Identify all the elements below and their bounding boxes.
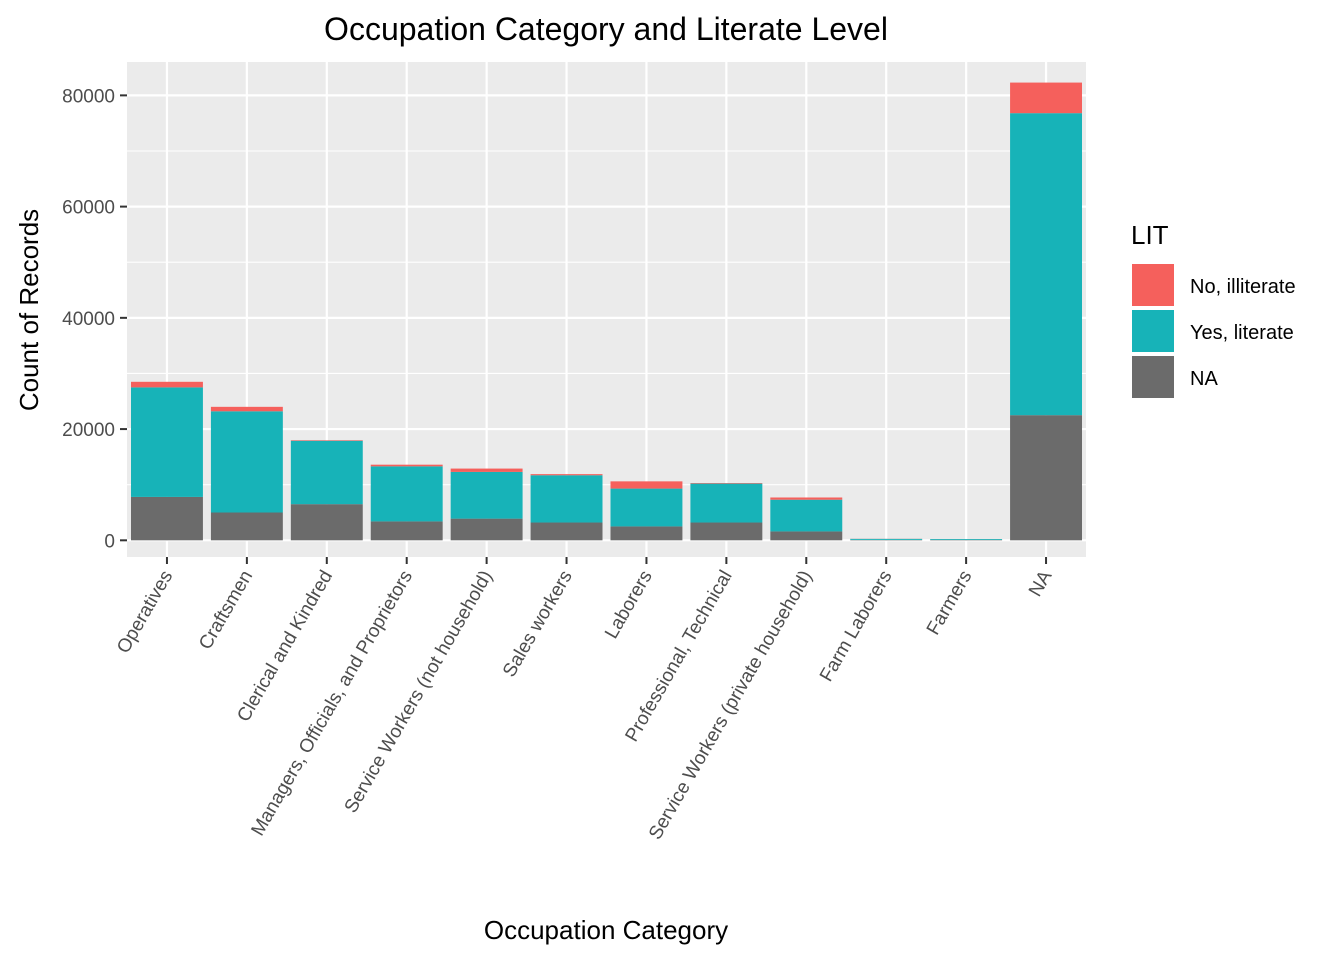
x-tick-label: Craftsmen: [195, 567, 257, 653]
bar-segment: [450, 518, 523, 541]
bar-segment: [210, 512, 283, 541]
legend-key: [1130, 262, 1176, 308]
chart-title: Occupation Category and Literate Level: [324, 11, 888, 47]
bar-segment: [210, 411, 283, 513]
bar-segment: [610, 488, 683, 527]
bar-segment: [850, 538, 923, 540]
bar-segment: [1010, 82, 1083, 114]
bar-segment: [530, 475, 603, 523]
bar-segment: [690, 483, 763, 484]
x-tick-label: Sales workers: [499, 567, 577, 681]
x-tick-label: Managers, Officials, and Proprietors: [247, 567, 417, 840]
legend-label: No, illiterate: [1190, 276, 1296, 298]
bar-segment: [370, 521, 443, 541]
x-tick-label: Service Workers (private household): [645, 567, 817, 843]
x-tick-label: Farm Laborers: [816, 567, 896, 685]
bar-segment: [370, 464, 443, 467]
x-axis-title: Occupation Category: [484, 915, 728, 945]
x-tick-label: Operatives: [113, 567, 177, 657]
x-tick-label: Service Workers (not household): [341, 567, 497, 817]
bar-segment: [530, 522, 603, 541]
bar-segment: [290, 440, 363, 441]
bar-segment: [770, 497, 843, 500]
bar-segment: [450, 468, 523, 472]
bar-segment: [610, 526, 683, 541]
bar-segment: [370, 466, 443, 522]
bar-segment: [770, 531, 843, 541]
y-tick-label: 40000: [62, 309, 115, 330]
y-tick-label: 60000: [62, 198, 115, 219]
bar-segment: [290, 504, 363, 541]
bar-segment: [290, 440, 363, 505]
x-tick-label: Farmers: [923, 567, 977, 639]
bar-segment: [130, 496, 203, 541]
y-axis-title: Count of Records: [14, 209, 44, 411]
y-tick-label: 0: [104, 531, 115, 552]
bar-segment: [690, 522, 763, 541]
bar-segment: [610, 481, 683, 489]
legend-label: NA: [1190, 368, 1218, 390]
y-tick-label: 80000: [62, 86, 115, 107]
bar-segment: [210, 406, 283, 412]
bar-segment: [130, 381, 203, 388]
legend-label: Yes, literate: [1190, 322, 1294, 344]
legend-key: [1130, 354, 1176, 400]
legend-key: [1130, 308, 1176, 354]
bar-segment: [530, 474, 603, 476]
bar-segment: [130, 387, 203, 497]
bars: [130, 82, 1083, 541]
bar-segment: [1010, 113, 1083, 416]
y-axis: 0 20000 40000 60000 80000: [62, 86, 127, 552]
bar-segment: [770, 499, 843, 532]
bar-segment: [1010, 415, 1083, 541]
bar-segment: [450, 471, 523, 519]
grid-minor: [127, 150, 1086, 486]
y-tick-label: 20000: [62, 420, 115, 441]
plot-panel: [127, 62, 1086, 557]
legend: LIT No, illiterate Yes, literate NA: [1130, 220, 1296, 400]
bar-segment: [930, 539, 1003, 540]
x-tick-label: Laborers: [601, 567, 657, 642]
bar-segment: [690, 483, 763, 523]
x-tick-label: NA: [1025, 567, 1057, 601]
legend-title: LIT: [1131, 220, 1169, 250]
